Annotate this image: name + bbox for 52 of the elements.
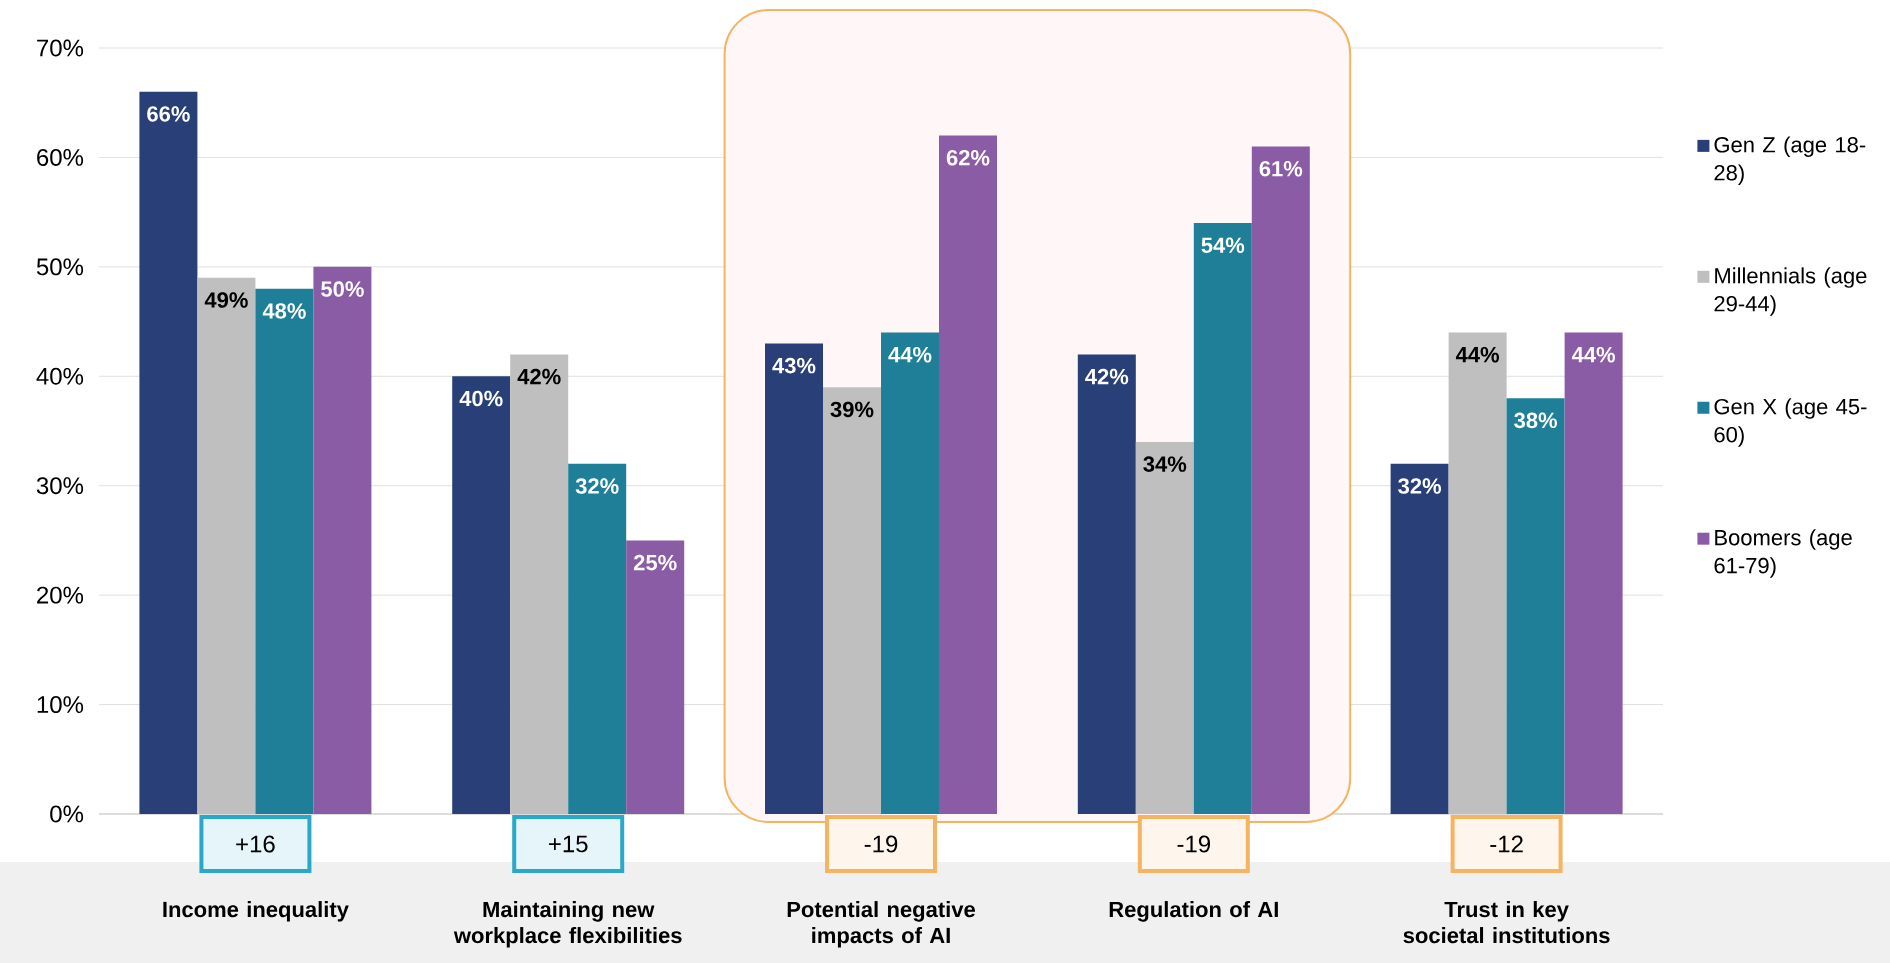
data-label: 32% [575, 478, 619, 494]
data-label: 42% [517, 368, 561, 385]
x-tick-label: Maintaining new workplace flexibilities [453, 901, 682, 948]
data-label: 43% [772, 357, 816, 374]
bar [313, 266, 372, 814]
data-label: 32% [1398, 478, 1442, 494]
bar [939, 135, 997, 814]
bar [1390, 463, 1449, 814]
data-label: 66% [147, 106, 190, 122]
y-tick-label: 30% [36, 477, 84, 495]
legend-label: Boomers (age 61-79) [1714, 529, 1852, 578]
bar [765, 343, 824, 814]
text: +15 [549, 835, 588, 853]
y-tick-label: 50% [36, 258, 84, 276]
bar [139, 91, 198, 814]
legend-label: Gen Z (age 18-28) [1714, 136, 1866, 185]
y-tick-label: 70% [37, 39, 84, 57]
y-tick-label: 0% [50, 805, 84, 823]
data-label: 61% [1259, 160, 1303, 177]
bar [1077, 354, 1136, 814]
text: -19 [1177, 835, 1210, 853]
x-tick-label: Income inequality [163, 901, 349, 922]
data-label: 54% [1201, 237, 1245, 254]
data-label: 44% [1455, 346, 1500, 363]
text: +16 [236, 835, 275, 853]
data-label: 62% [946, 149, 990, 166]
data-label: 44% [888, 346, 932, 363]
data-label: 49% [204, 292, 248, 308]
bar [1564, 332, 1623, 814]
bar [626, 540, 685, 814]
data-label: 48% [262, 303, 306, 319]
legend-label: Millennials (age 29-44) [1714, 267, 1867, 316]
bar [1251, 146, 1310, 814]
data-label: 39% [830, 401, 874, 418]
bar [452, 376, 511, 814]
data-label: 38% [1514, 412, 1558, 429]
legend-label: Gen X (age 45-60) [1714, 398, 1867, 447]
y-tick-label: 20% [37, 586, 84, 604]
text: -12 [1490, 835, 1523, 853]
data-label: 50% [321, 281, 364, 297]
data-label: 25% [633, 554, 677, 571]
x-tick-label: Regulation of AI [1109, 901, 1278, 922]
x-tick-label: Potential negative impacts of AI [787, 901, 975, 948]
data-label: 44% [1571, 346, 1616, 363]
y-tick-label: 10% [37, 696, 84, 714]
data-label: 34% [1143, 456, 1187, 472]
text: -19 [864, 835, 898, 853]
y-tick-label: 60% [37, 148, 84, 166]
y-tick-label: 40% [36, 367, 84, 385]
data-label: 42% [1085, 368, 1129, 385]
x-tick-label: Trust in key societal institutions [1403, 901, 1610, 944]
data-label: 40% [459, 390, 503, 407]
